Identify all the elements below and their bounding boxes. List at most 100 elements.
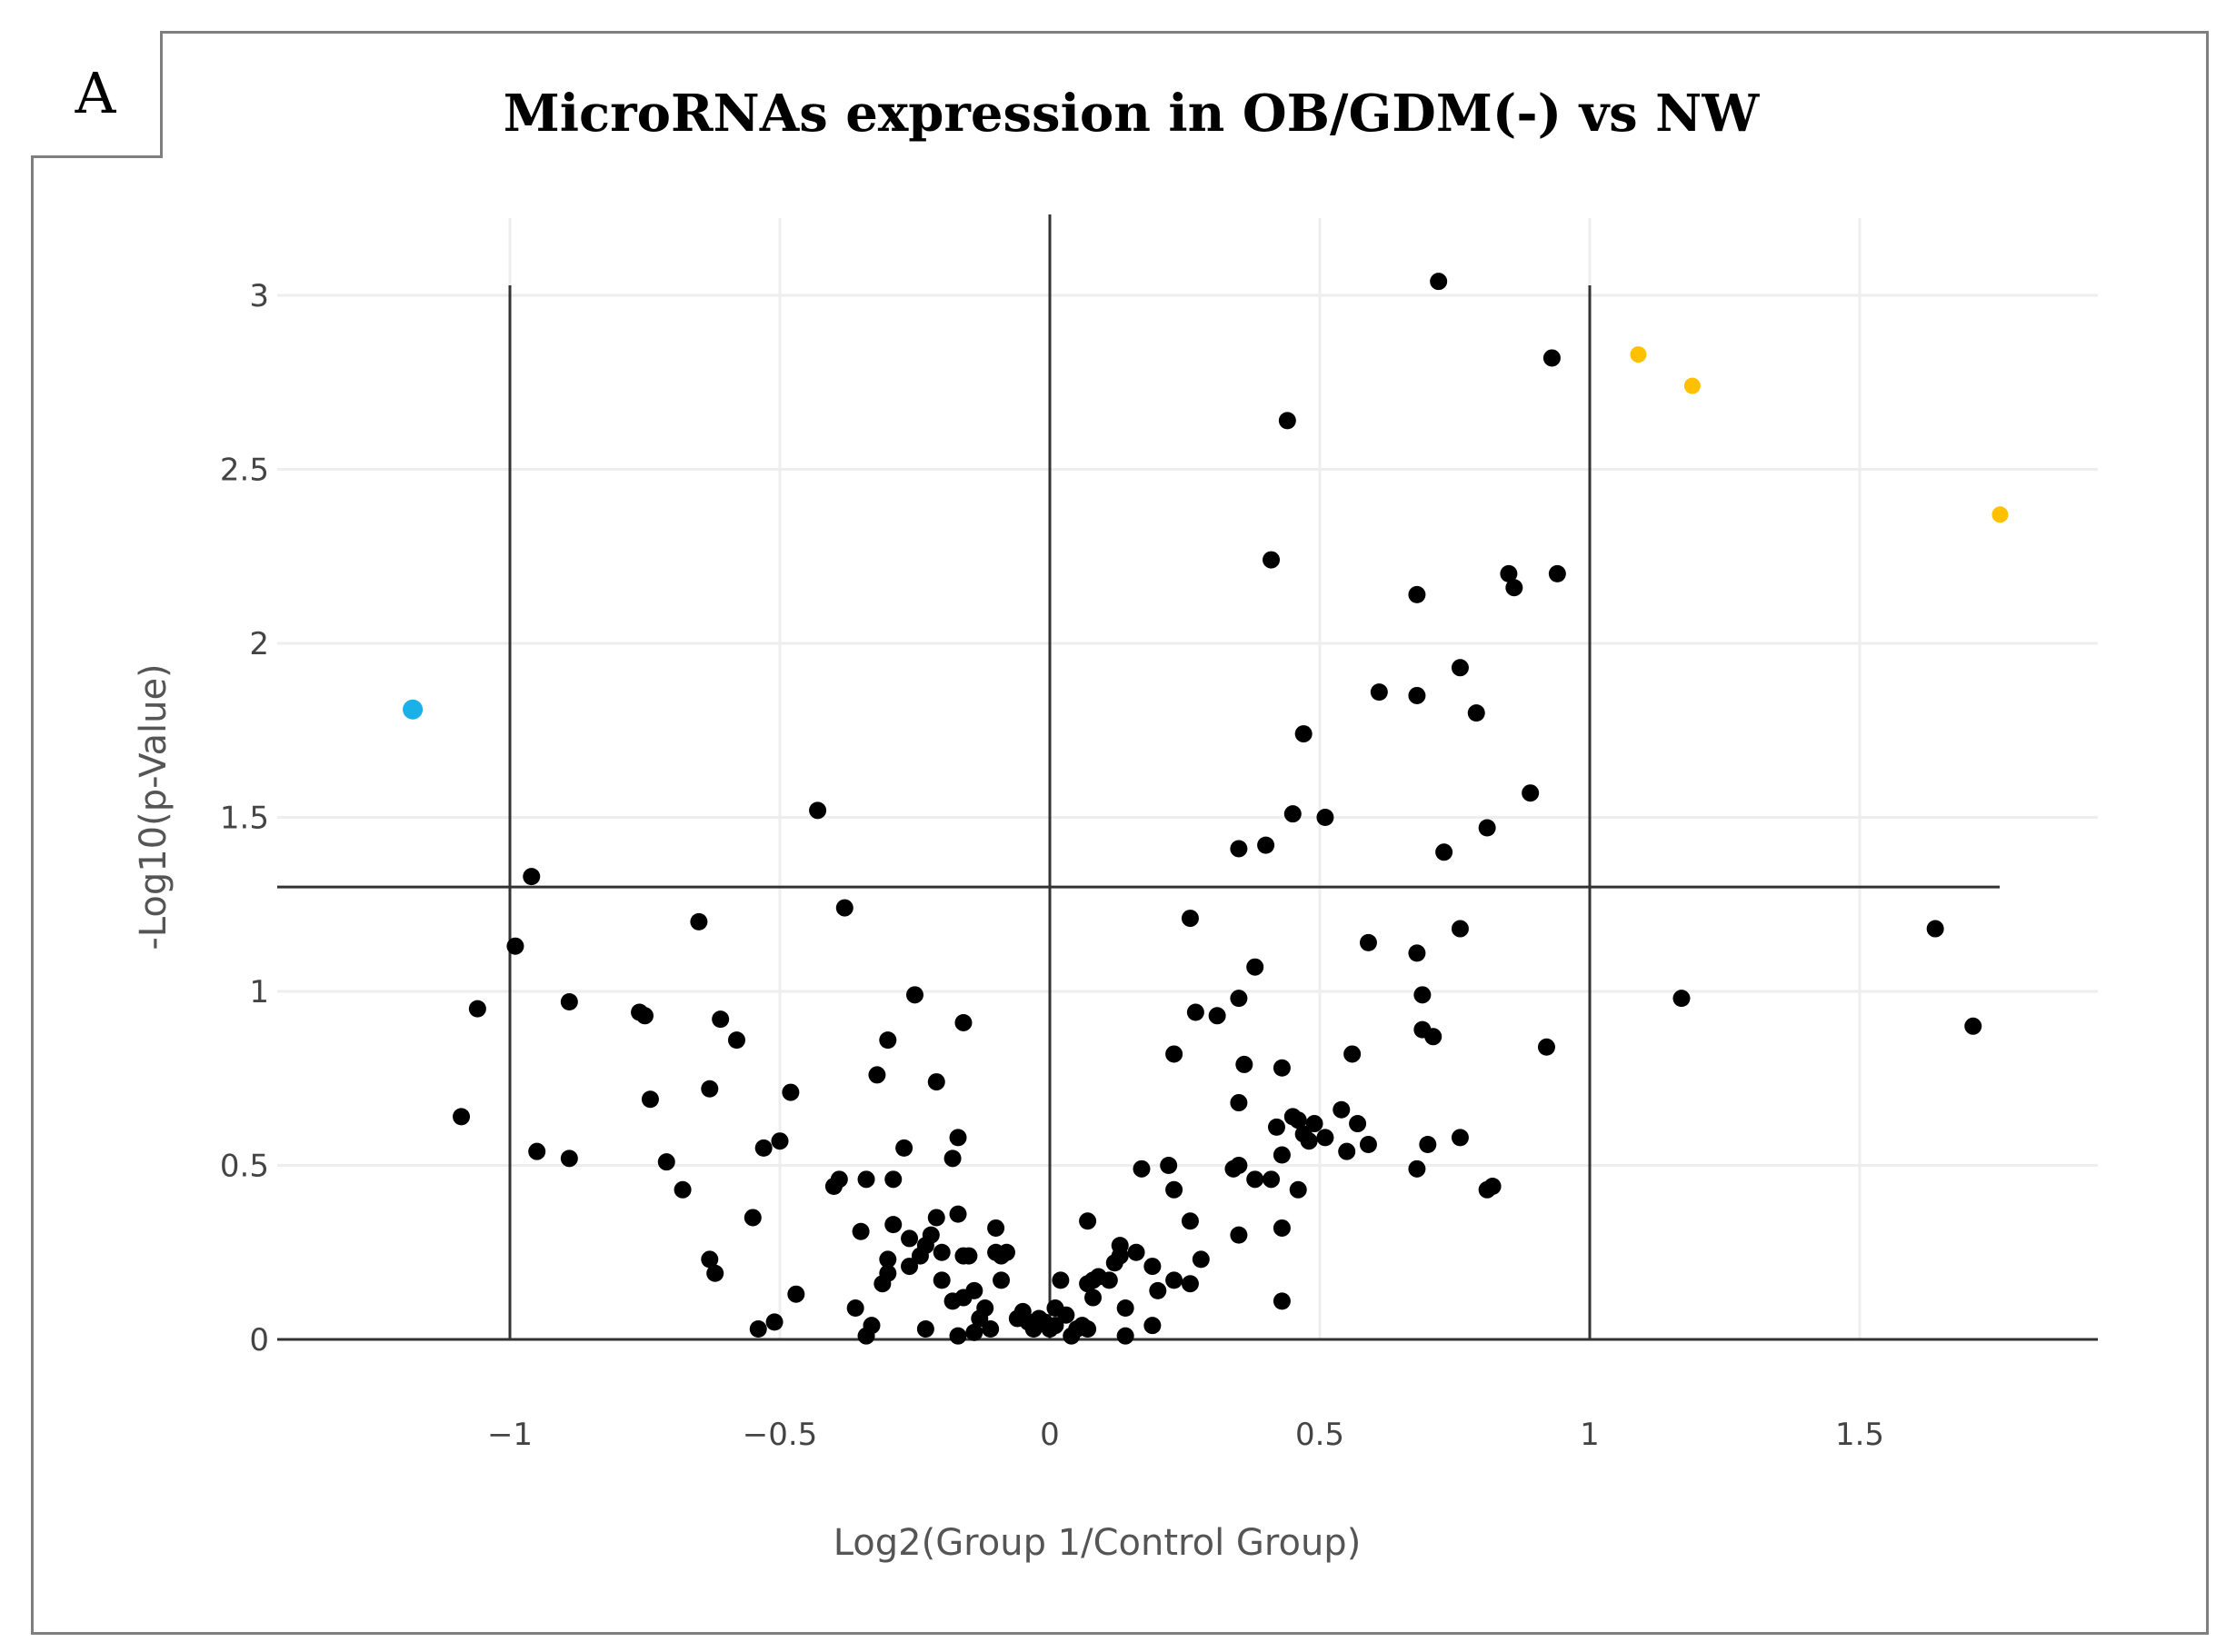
not_significant-point bbox=[1246, 958, 1264, 976]
not_significant-point bbox=[1338, 1142, 1356, 1160]
not_significant-point bbox=[560, 1149, 578, 1168]
not_significant-point bbox=[846, 1299, 864, 1318]
y-tick-label: 1.5 bbox=[220, 801, 269, 837]
not_significant-point bbox=[809, 801, 827, 820]
not_significant-point bbox=[965, 1323, 983, 1341]
not_significant-point bbox=[523, 868, 541, 886]
not_significant-point bbox=[965, 1281, 983, 1299]
not_significant-point bbox=[771, 1132, 789, 1150]
not_significant-point bbox=[1133, 1159, 1151, 1178]
not_significant-point bbox=[1165, 1271, 1183, 1289]
y-tick-label: 0 bbox=[249, 1322, 269, 1358]
axis-ticks: 0 0.5 1 1.5 2 2.5 3 −1 −0.5 0 0.5 1 1.5 bbox=[220, 278, 1884, 1453]
not_significant-point bbox=[1408, 585, 1426, 603]
not_significant-point bbox=[1116, 1299, 1134, 1318]
not_significant-point bbox=[1079, 1212, 1097, 1230]
x-tick-label: 0.5 bbox=[1295, 1417, 1344, 1453]
not_significant-point bbox=[1079, 1320, 1097, 1339]
not_significant-point bbox=[954, 1013, 973, 1031]
not_significant-point bbox=[1537, 1038, 1555, 1056]
not_significant-point bbox=[1111, 1247, 1129, 1265]
not_significant-point bbox=[1084, 1289, 1103, 1307]
not_significant-point bbox=[1548, 564, 1566, 582]
not_significant-point bbox=[1451, 1129, 1469, 1147]
upregulated-point bbox=[1630, 346, 1647, 363]
not_significant-point bbox=[1046, 1317, 1064, 1335]
not_significant-point bbox=[1278, 412, 1296, 430]
not_significant-point bbox=[1349, 1115, 1367, 1133]
not_significant-point bbox=[1181, 1212, 1199, 1230]
y-tick-label: 2.5 bbox=[220, 453, 269, 489]
not_significant-point bbox=[1273, 1146, 1291, 1164]
y-tick-label: 0.5 bbox=[220, 1149, 269, 1185]
not_significant-point bbox=[1235, 1055, 1253, 1073]
not_significant-point bbox=[1316, 809, 1334, 826]
not_significant-point bbox=[690, 912, 708, 930]
not_significant-point bbox=[1451, 920, 1469, 938]
not_significant-point bbox=[1149, 1281, 1167, 1299]
not_significant-point bbox=[982, 1320, 1000, 1339]
not_significant-point bbox=[1143, 1317, 1162, 1335]
not_significant-point bbox=[933, 1271, 951, 1289]
not_significant-point bbox=[1208, 1007, 1226, 1025]
not_significant-point bbox=[933, 1243, 951, 1261]
not_significant-point bbox=[852, 1222, 870, 1240]
x-axis-title: Log2(Group 1/Control Group) bbox=[834, 1522, 1362, 1564]
not_significant-point bbox=[1181, 1275, 1199, 1293]
not_significant-point bbox=[868, 1066, 886, 1084]
not_significant-point bbox=[453, 1108, 471, 1126]
not_significant-point bbox=[1263, 1170, 1281, 1189]
not_significant-point bbox=[754, 1139, 773, 1157]
not_significant-point bbox=[1672, 990, 1691, 1008]
not_significant-point bbox=[1926, 920, 1944, 938]
x-tick-label: 1 bbox=[1580, 1417, 1600, 1453]
not_significant-point bbox=[1964, 1017, 1982, 1035]
not_significant-point bbox=[884, 1170, 903, 1189]
x-tick-label: 0 bbox=[1040, 1417, 1060, 1453]
not_significant-point bbox=[1057, 1306, 1075, 1324]
x-tick-label: 1.5 bbox=[1835, 1417, 1884, 1453]
not_significant-point bbox=[1230, 1157, 1248, 1174]
not_significant-point bbox=[879, 1031, 897, 1050]
not_significant-point bbox=[560, 992, 578, 1010]
not_significant-point bbox=[1343, 1045, 1362, 1063]
y-tick-label: 1 bbox=[249, 974, 269, 1010]
not_significant-point bbox=[1289, 1111, 1307, 1130]
not_significant-point bbox=[1435, 843, 1453, 861]
not_significant-point bbox=[1408, 686, 1426, 704]
y-tick-label: 2 bbox=[249, 626, 269, 662]
not_significant-point bbox=[1186, 1003, 1204, 1021]
not_significant-point bbox=[997, 1243, 1015, 1261]
x-tick-label: −0.5 bbox=[743, 1417, 818, 1453]
data-points bbox=[403, 273, 2009, 1345]
not_significant-point bbox=[1478, 819, 1496, 837]
not_significant-point bbox=[1100, 1271, 1118, 1289]
downregulated-point bbox=[403, 699, 424, 720]
not_significant-point bbox=[901, 1258, 919, 1276]
not_significant-point bbox=[1359, 1136, 1377, 1154]
panel-label-text: A bbox=[75, 60, 116, 126]
not_significant-point bbox=[1181, 910, 1199, 928]
not_significant-point bbox=[1230, 1094, 1248, 1112]
not_significant-point bbox=[1127, 1243, 1145, 1261]
not_significant-point bbox=[744, 1209, 762, 1227]
not_significant-point bbox=[1294, 725, 1313, 743]
not_significant-point bbox=[922, 1226, 940, 1244]
upregulated-point bbox=[1991, 506, 2009, 523]
not_significant-point bbox=[901, 1229, 919, 1248]
not_significant-point bbox=[1467, 704, 1485, 722]
not_significant-point bbox=[1413, 986, 1432, 1004]
not_significant-point bbox=[863, 1317, 881, 1335]
not_significant-point bbox=[879, 1264, 897, 1282]
not_significant-point bbox=[1333, 1100, 1351, 1119]
not_significant-point bbox=[1165, 1180, 1183, 1199]
not_significant-point bbox=[1230, 840, 1248, 858]
not_significant-point bbox=[1305, 1115, 1323, 1133]
not_significant-point bbox=[1273, 1219, 1291, 1237]
not_significant-point bbox=[1505, 579, 1523, 597]
not_significant-point bbox=[835, 899, 853, 917]
not_significant-point bbox=[927, 1073, 945, 1091]
not_significant-point bbox=[976, 1299, 994, 1318]
not_significant-point bbox=[1289, 1180, 1307, 1199]
